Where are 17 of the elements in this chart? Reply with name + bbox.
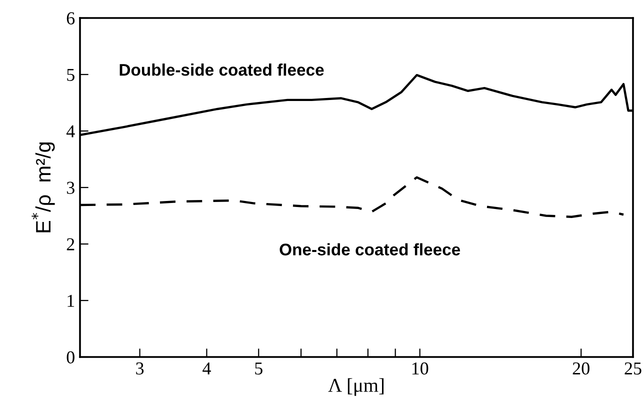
x-axis-title: Λ [μm] xyxy=(328,378,384,396)
text: One-side coated fleece xyxy=(280,243,460,256)
y-tick-label: 0 xyxy=(66,351,74,364)
y-tick-label: 3 xyxy=(66,182,74,194)
x-tick-label: 25 xyxy=(624,362,642,375)
y-tick-label: 2 xyxy=(66,238,74,250)
y-tick-label: 1 xyxy=(68,294,74,307)
y-tick-label: 5 xyxy=(67,68,74,81)
x-tick-label: 4 xyxy=(202,362,211,374)
x-tick-label: 3 xyxy=(136,362,144,375)
y-axis-title: E$^{*}$/ρ m²/g xyxy=(32,142,55,232)
x-tick-label: 10 xyxy=(412,362,428,375)
x-tick-label: 20 xyxy=(572,362,590,375)
y-tick-label: 4 xyxy=(66,125,75,138)
series-label: Double-side coated fleece xyxy=(120,64,324,76)
x-tick-label: 5 xyxy=(255,362,262,375)
y-tick-label: 6 xyxy=(66,12,75,24)
